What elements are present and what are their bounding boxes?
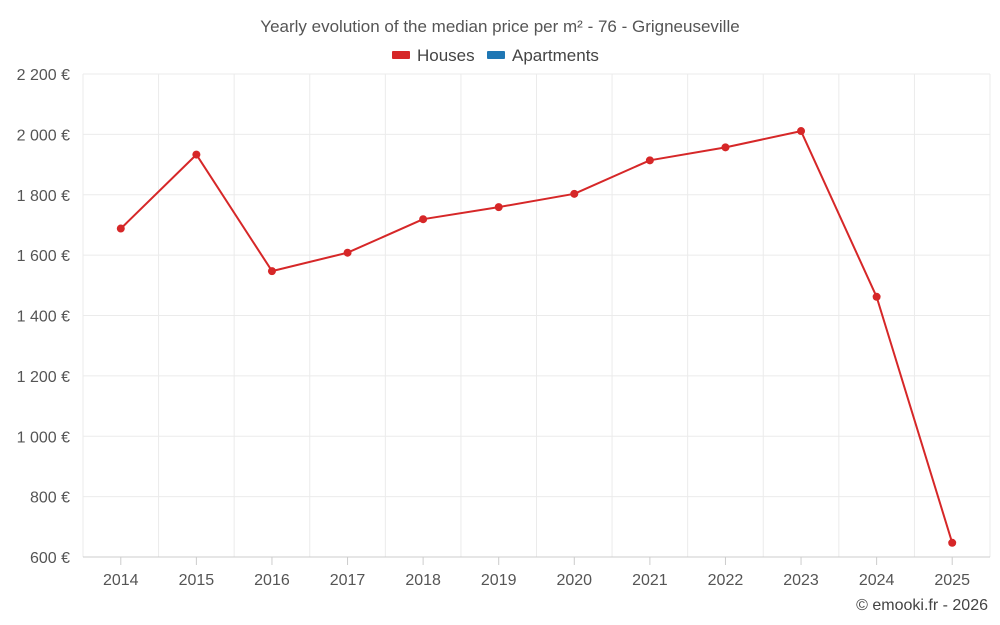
x-axis bbox=[83, 556, 990, 565]
x-tick-label: 2018 bbox=[405, 572, 441, 589]
legend-swatch-apartments bbox=[487, 51, 505, 59]
data-point-houses-2016[interactable] bbox=[267, 267, 276, 276]
y-tick-label: 1 400 € bbox=[17, 309, 70, 326]
legend-item-apartments[interactable]: Apartments bbox=[487, 46, 599, 65]
x-tick-label: 2024 bbox=[859, 572, 895, 589]
legend-label-apartments: Apartments bbox=[512, 46, 599, 65]
x-tick-label: 2020 bbox=[556, 572, 592, 589]
x-gridlines bbox=[82, 74, 991, 557]
y-tick-label: 2 200 € bbox=[17, 67, 70, 84]
x-tick-label: 2016 bbox=[254, 572, 290, 589]
x-tick-label: 2023 bbox=[783, 572, 819, 589]
x-tick-label: 2017 bbox=[330, 572, 366, 589]
y-tick-label: 1 000 € bbox=[17, 429, 70, 446]
chart-title: Yearly evolution of the median price per… bbox=[260, 17, 739, 36]
y-tick-label: 600 € bbox=[30, 550, 70, 567]
legend-swatch-houses bbox=[392, 51, 410, 59]
x-tick-label: 2025 bbox=[934, 572, 970, 589]
data-point-houses-2015[interactable] bbox=[192, 150, 201, 159]
data-point-houses-2025[interactable] bbox=[948, 538, 957, 547]
data-point-houses-2017[interactable] bbox=[343, 248, 352, 257]
series-layer bbox=[116, 127, 957, 547]
y-tick-label: 2 000 € bbox=[17, 127, 70, 144]
y-tick-label: 800 € bbox=[30, 490, 70, 507]
y-axis-labels: 600 € 800 € 1 000 € 1 200 € 1 400 € 1 600 € 1 … bbox=[17, 67, 70, 567]
y-tick-label: 1 600 € bbox=[17, 248, 70, 265]
legend: Houses Apartments bbox=[392, 46, 599, 65]
data-point-houses-2018[interactable] bbox=[419, 215, 428, 224]
x-tick-label: 2022 bbox=[708, 572, 744, 589]
data-point-houses-2022[interactable] bbox=[721, 143, 730, 152]
x-tick-label: 2021 bbox=[632, 572, 668, 589]
x-tick-label: 2015 bbox=[179, 572, 215, 589]
x-tick-label: 2019 bbox=[481, 572, 517, 589]
data-point-houses-2024[interactable] bbox=[872, 292, 881, 301]
x-tick-label: 2014 bbox=[103, 572, 139, 589]
data-point-houses-2021[interactable] bbox=[645, 156, 654, 165]
x-axis-labels: 2014 2015 2016 2017 2018 2019 2020 2021 2022 2023… bbox=[103, 572, 970, 589]
credit: © emooki.fr - 2026 bbox=[856, 597, 988, 614]
data-point-houses-2019[interactable] bbox=[494, 203, 503, 212]
y-tick-label: 1 200 € bbox=[17, 369, 70, 386]
data-point-houses-2014[interactable] bbox=[116, 224, 125, 233]
y-tick-label: 1 800 € bbox=[17, 188, 70, 205]
data-point-houses-2020[interactable] bbox=[570, 189, 579, 198]
legend-item-houses[interactable]: Houses bbox=[392, 46, 475, 65]
series-line-houses bbox=[120, 130, 954, 544]
data-point-houses-2023[interactable] bbox=[797, 127, 806, 136]
legend-label-houses: Houses bbox=[417, 46, 475, 65]
